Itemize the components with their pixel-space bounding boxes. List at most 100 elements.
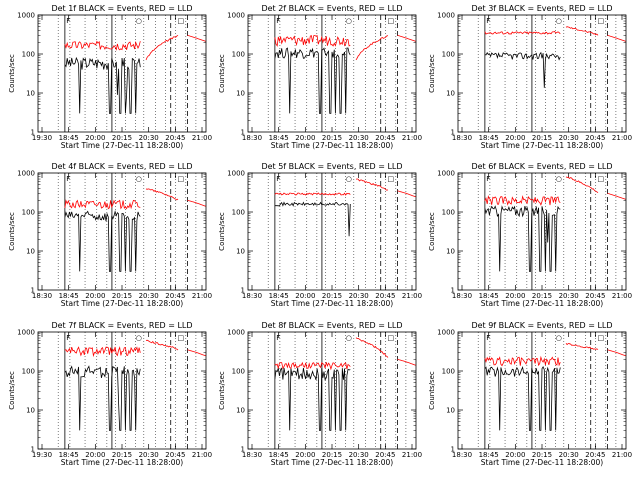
plot-frame (247, 14, 417, 133)
x-tick-label: 18:45 (479, 134, 499, 142)
marker-flag: F (276, 175, 280, 183)
marker-flag: ○ (136, 334, 142, 342)
y-axis-label: Counts/sec (218, 371, 226, 410)
y-tick-label: 100 (442, 209, 455, 217)
x-tick-label: 20:00 (505, 451, 525, 459)
marker-flag: F (66, 175, 70, 183)
x-axis-label: Start Time (27-Dec-11 18:28:00) (61, 299, 183, 308)
y-tick-label: 1 (451, 446, 455, 454)
y-tick-label: 1000 (437, 170, 455, 178)
y-tick-label: 1 (451, 129, 455, 137)
y-tick-label: 1000 (227, 329, 245, 337)
series-line-black-events (64, 210, 141, 272)
y-axis-label: Counts/sec (8, 212, 16, 251)
marker-flag: F (276, 17, 280, 25)
y-tick-label: 10 (26, 90, 35, 98)
series-line-black-events (64, 365, 141, 431)
y-tick-label: 1 (241, 129, 245, 137)
x-axis-label: Start Time (27-Dec-11 18:28:00) (481, 299, 603, 308)
x-tick-label: 20:15 (532, 451, 552, 459)
x-tick-label: 20:30 (349, 292, 369, 300)
plot-frame (37, 14, 207, 133)
x-tick-label: 20:30 (349, 134, 369, 142)
x-tick-label: 21:00 (612, 451, 632, 459)
x-tick-label: 21:00 (402, 292, 422, 300)
marker-flag: F (486, 175, 490, 183)
y-tick-label: 1000 (437, 12, 455, 20)
y-tick-label: 1000 (227, 170, 245, 178)
marker-flag: ○ (346, 175, 352, 183)
series-line-black-events (274, 201, 351, 237)
marker-flag: □ (177, 334, 184, 342)
x-tick-label: 20:30 (139, 134, 159, 142)
chart-title: Det 9f BLACK = Events, RED = LLD (471, 321, 612, 330)
y-tick-label: 100 (442, 51, 455, 59)
x-axis-label: Start Time (27-Dec-11 18:28:00) (61, 141, 183, 150)
chart-title: Det 4f BLACK = Events, RED = LLD (51, 162, 192, 171)
x-tick-label: 20:45 (165, 134, 185, 142)
series-line-black-events (484, 205, 561, 272)
x-tick-label: 20:15 (532, 292, 552, 300)
chart-panel-1: Det 1f BLACK = Events, RED = LLD Counts/s… (8, 4, 212, 150)
x-tick-label: 20:45 (375, 134, 395, 142)
series-line-red-lld (484, 342, 626, 367)
y-tick-label: 10 (446, 90, 455, 98)
chart-title: Det 6f BLACK = Events, RED = LLD (471, 162, 612, 171)
y-axis-label: Counts/sec (218, 212, 226, 251)
x-tick-label: 20:45 (165, 451, 185, 459)
y-tick-label: 1000 (437, 329, 455, 337)
chart-panel-5: Det 5f BLACK = Events, RED = LLD Counts/s… (218, 162, 422, 308)
x-tick-label: 20:15 (532, 134, 552, 142)
x-tick-label: 19:30 (32, 134, 52, 142)
x-tick-label: 20:15 (322, 292, 342, 300)
chart-title: Det 1f BLACK = Events, RED = LLD (51, 4, 192, 13)
marker-flag: □ (597, 334, 604, 342)
y-tick-label: 1 (31, 446, 35, 454)
x-tick-label: 21:00 (192, 292, 212, 300)
x-tick-label: 18:30 (452, 134, 472, 142)
chart-panel-6: Det 6f BLACK = Events, RED = LLD Counts/s… (428, 162, 632, 308)
chart-panel-7: Det 7f BLACK = Events, RED = LLD Counts/s… (8, 321, 212, 467)
marker-flag: ○ (556, 17, 562, 25)
x-tick-label: 19:30 (32, 451, 52, 459)
x-tick-label: 21:00 (612, 134, 632, 142)
x-tick-label: 18:45 (59, 451, 79, 459)
x-tick-label: 18:45 (269, 451, 289, 459)
x-tick-label: 18:45 (269, 134, 289, 142)
y-tick-label: 1000 (17, 329, 35, 337)
y-tick-label: 1 (241, 446, 245, 454)
x-tick-label: 20:45 (585, 134, 605, 142)
marker-flag: □ (177, 175, 184, 183)
x-tick-label: 20:00 (85, 451, 105, 459)
x-tick-label: 20:00 (85, 292, 105, 300)
chart-title: Det 2f BLACK = Events, RED = LLD (261, 4, 402, 13)
y-axis-label: Counts/sec (218, 54, 226, 93)
x-tick-label: 21:00 (192, 451, 212, 459)
y-tick-label: 100 (22, 209, 35, 217)
series-line-black-events (274, 47, 351, 114)
x-tick-label: 20:15 (112, 134, 132, 142)
marker-flag: □ (387, 17, 394, 25)
series-line-red-lld (484, 26, 626, 42)
x-axis-label: Start Time (27-Dec-11 18:28:00) (271, 141, 393, 150)
y-tick-label: 1 (451, 287, 455, 295)
x-tick-label: 21:00 (402, 134, 422, 142)
x-tick-label: 18:30 (242, 292, 262, 300)
x-tick-label: 20:00 (505, 134, 525, 142)
x-tick-label: 18:30 (452, 292, 472, 300)
marker-flag: F (486, 17, 490, 25)
x-tick-label: 20:30 (559, 134, 579, 142)
x-tick-label: 18:45 (59, 134, 79, 142)
series-line-red-lld (274, 178, 416, 198)
y-tick-label: 100 (442, 368, 455, 376)
x-axis-label: Start Time (27-Dec-11 18:28:00) (61, 458, 183, 467)
x-tick-label: 20:30 (559, 292, 579, 300)
x-tick-label: 20:45 (165, 292, 185, 300)
y-tick-label: 10 (26, 407, 35, 415)
chart-panel-4: Det 4f BLACK = Events, RED = LLD Counts/s… (8, 162, 212, 308)
x-axis-label: Start Time (27-Dec-11 18:28:00) (271, 458, 393, 467)
chart-panel-3: Det 3f BLACK = Events, RED = LLD Counts/s… (428, 4, 632, 150)
chart-panel-2: Det 2f BLACK = Events, RED = LLD Counts/s… (218, 4, 422, 150)
marker-flag: ○ (346, 334, 352, 342)
y-tick-label: 1 (31, 287, 35, 295)
